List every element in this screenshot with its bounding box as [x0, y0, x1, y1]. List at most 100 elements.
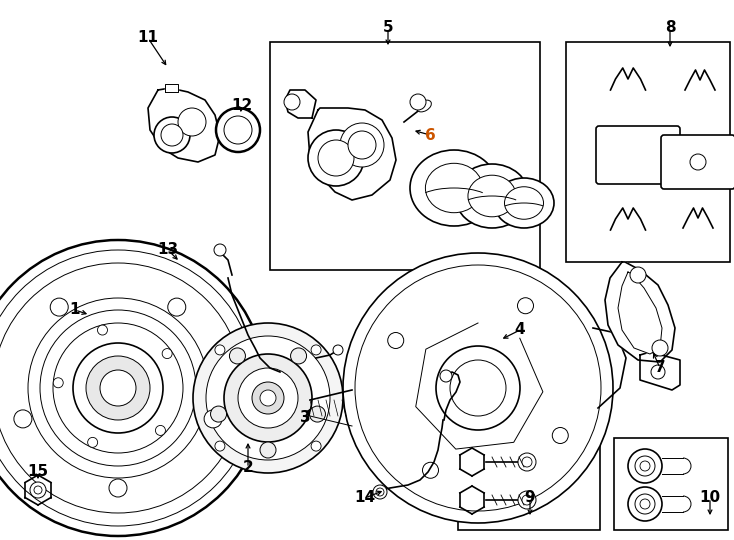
Circle shape: [355, 265, 601, 511]
Polygon shape: [285, 90, 316, 118]
Circle shape: [73, 343, 163, 433]
Circle shape: [518, 491, 536, 509]
Circle shape: [87, 437, 98, 447]
Circle shape: [450, 360, 506, 416]
Ellipse shape: [410, 150, 498, 226]
Text: 9: 9: [525, 490, 535, 505]
Circle shape: [215, 345, 225, 355]
Ellipse shape: [468, 175, 516, 217]
Circle shape: [635, 456, 655, 476]
Circle shape: [640, 499, 650, 509]
Circle shape: [651, 365, 665, 379]
Polygon shape: [165, 84, 178, 92]
Circle shape: [291, 348, 307, 364]
Circle shape: [14, 410, 32, 428]
Circle shape: [214, 244, 226, 256]
Text: 15: 15: [27, 464, 48, 480]
Circle shape: [238, 368, 298, 428]
Text: 1: 1: [70, 302, 80, 318]
Circle shape: [628, 487, 662, 521]
Circle shape: [311, 345, 321, 355]
Circle shape: [635, 494, 655, 514]
Circle shape: [204, 410, 222, 428]
Circle shape: [630, 267, 646, 283]
FancyBboxPatch shape: [596, 126, 680, 184]
Text: 14: 14: [355, 490, 376, 505]
Circle shape: [522, 457, 532, 467]
Text: 10: 10: [700, 490, 721, 505]
Text: 4: 4: [515, 322, 526, 338]
Circle shape: [518, 453, 536, 471]
Text: 12: 12: [231, 98, 252, 112]
Bar: [566, 42, 730, 262]
Circle shape: [50, 298, 68, 316]
Circle shape: [252, 382, 284, 414]
Circle shape: [440, 370, 452, 382]
Polygon shape: [148, 88, 220, 162]
Circle shape: [54, 378, 63, 388]
Text: 6: 6: [425, 127, 435, 143]
Circle shape: [376, 488, 384, 496]
Circle shape: [517, 298, 534, 314]
Bar: [614, 438, 728, 530]
Circle shape: [308, 130, 364, 186]
Circle shape: [552, 428, 568, 443]
Circle shape: [100, 370, 136, 406]
Circle shape: [0, 250, 256, 526]
Ellipse shape: [455, 164, 529, 228]
Circle shape: [318, 140, 354, 176]
Circle shape: [224, 116, 252, 144]
Bar: [270, 42, 540, 270]
Polygon shape: [618, 272, 662, 354]
Circle shape: [284, 94, 300, 110]
Circle shape: [373, 485, 387, 499]
Ellipse shape: [417, 100, 432, 112]
Circle shape: [40, 310, 196, 466]
Bar: [458, 438, 600, 530]
Circle shape: [343, 253, 613, 523]
Circle shape: [109, 479, 127, 497]
Circle shape: [86, 356, 150, 420]
Circle shape: [168, 298, 186, 316]
Circle shape: [215, 441, 225, 451]
Circle shape: [423, 462, 438, 478]
Circle shape: [522, 495, 532, 505]
Circle shape: [98, 325, 107, 335]
Circle shape: [161, 124, 183, 146]
Circle shape: [178, 108, 206, 136]
Circle shape: [230, 348, 245, 364]
Circle shape: [211, 406, 227, 422]
Ellipse shape: [426, 163, 482, 213]
Circle shape: [206, 336, 330, 460]
Ellipse shape: [494, 178, 554, 228]
Circle shape: [388, 333, 404, 348]
Polygon shape: [640, 352, 680, 390]
Circle shape: [652, 340, 668, 356]
Circle shape: [260, 390, 276, 406]
Circle shape: [260, 442, 276, 458]
Circle shape: [640, 461, 650, 471]
Circle shape: [310, 406, 325, 422]
Circle shape: [28, 298, 208, 478]
Circle shape: [193, 323, 343, 473]
Circle shape: [333, 345, 343, 355]
Text: 11: 11: [137, 30, 159, 45]
Circle shape: [690, 154, 706, 170]
FancyBboxPatch shape: [661, 135, 734, 189]
Circle shape: [628, 449, 662, 483]
Circle shape: [34, 486, 42, 494]
Text: 3: 3: [299, 410, 310, 426]
Circle shape: [311, 441, 321, 451]
Circle shape: [340, 123, 384, 167]
Circle shape: [436, 346, 520, 430]
Polygon shape: [605, 262, 675, 362]
Circle shape: [162, 349, 172, 359]
Ellipse shape: [504, 187, 543, 219]
Text: 2: 2: [243, 461, 253, 476]
Circle shape: [0, 240, 266, 536]
Circle shape: [216, 108, 260, 152]
Circle shape: [30, 482, 46, 498]
Polygon shape: [308, 108, 396, 200]
Circle shape: [53, 323, 183, 453]
Text: 7: 7: [655, 361, 665, 375]
